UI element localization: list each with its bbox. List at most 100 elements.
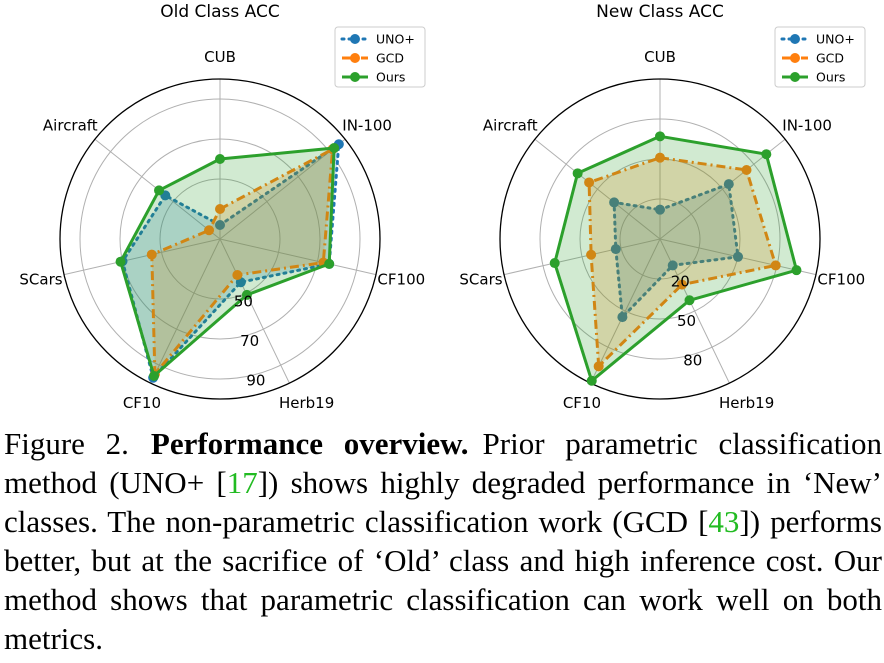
point-uno-aircraft: [609, 197, 620, 208]
axis-label-cf10: CF10: [123, 394, 161, 410]
chart-title: Old Class ACC: [160, 2, 280, 22]
point-ours-scars: [115, 256, 126, 267]
series-line-uno: [612, 182, 740, 319]
axis-label-cf10: CF10: [563, 394, 601, 410]
caption-text-2: ]) shows highly degraded performance in …: [4, 465, 882, 539]
point-ours-cub: [655, 131, 665, 142]
series-fill-gcd: [151, 149, 333, 375]
legend-label: Ours: [816, 70, 845, 85]
citation-link-43[interactable]: 43: [708, 504, 740, 539]
point-uno-scars: [610, 244, 621, 255]
point-ours-herb19: [684, 295, 695, 306]
legend-marker: [790, 72, 800, 82]
axis-label-cf100: CF100: [377, 270, 425, 288]
spoke-aircraft: [534, 138, 661, 240]
axis-label-in-100: IN-100: [342, 117, 392, 135]
axis-label-scars: SCars: [19, 270, 62, 288]
point-ours-cf100: [324, 258, 335, 269]
spoke-cf100: [219, 238, 377, 276]
axis-label-herb19: Herb19: [279, 394, 334, 410]
r-tick-label: 70: [240, 332, 259, 350]
point-gcd-cf10: [593, 361, 604, 372]
point-ours-cf100: [791, 265, 802, 276]
spoke-scars: [503, 238, 661, 276]
r-tick-label: 90: [246, 371, 265, 389]
axis-label-cub: CUB: [644, 48, 676, 66]
point-gcd-scars: [586, 249, 597, 260]
chart-title: New Class ACC: [596, 2, 724, 22]
point-uno-herb19: [667, 260, 678, 271]
radar-charts: 50 70 90 CUB IN-100 CF100 Herb19 CF10 SCars Aircr…: [19, 2, 866, 410]
r-tick-label: 50: [677, 312, 696, 330]
point-uno-in-100: [723, 179, 734, 190]
spoke-cf10: [590, 238, 661, 384]
figure-caption: Figure 2. Performance overview. Prior para…: [4, 424, 882, 658]
legend-marker: [790, 34, 800, 44]
point-ours-cf10: [586, 375, 597, 386]
point-ours-scars: [549, 258, 560, 269]
series-line-gcd: [150, 147, 335, 376]
spoke-in-100: [219, 138, 346, 240]
point-uno-cub: [215, 220, 225, 230]
series-fill-gcd: [589, 157, 776, 367]
point-gcd-scars: [146, 249, 157, 260]
point-uno-cub: [655, 204, 665, 215]
r-tick-label: 80: [683, 352, 702, 370]
axis-label-in-100: IN-100: [782, 117, 832, 135]
axis-label-scars: SCars: [459, 270, 502, 288]
caption-label: Figure 2.: [4, 426, 129, 461]
axis-label-herb19: Herb19: [719, 394, 774, 410]
r-tick-label: 20: [671, 273, 690, 291]
series-line-ours: [553, 134, 798, 383]
legend-marker: [790, 53, 800, 63]
legend-marker: [350, 34, 360, 44]
legend-label: GCD: [376, 51, 404, 66]
point-gcd-herb19: [676, 279, 687, 290]
legend-marker: [350, 72, 360, 82]
legend-label: UNO+: [816, 32, 855, 47]
legend-label: UNO+: [376, 32, 415, 47]
series-fill-ours: [120, 148, 335, 376]
series-fill-ours: [554, 136, 797, 381]
axis-label-aircraft: Aircraft: [483, 117, 538, 135]
point-uno-cf10: [617, 312, 628, 323]
citation-link-17[interactable]: 17: [226, 465, 258, 500]
legend-label: GCD: [816, 51, 844, 66]
point-ours-aircraft: [572, 168, 583, 179]
point-ours-in-100: [761, 149, 772, 160]
legend: UNO+ GCD Ours: [334, 26, 426, 88]
point-ours-in-100: [329, 142, 340, 153]
spoke-scars: [63, 238, 221, 276]
point-gcd-in-100: [741, 165, 752, 176]
point-ours-cf10: [149, 370, 160, 381]
spoke-herb19: [219, 238, 290, 384]
radar-chart-1: 50 70 90 CUB IN-100 CF100 Herb19 CF10 SCars Aircr…: [19, 2, 426, 410]
point-ours-cub: [215, 154, 225, 164]
caption-text-3: ]) performs better, but at the sacrifice…: [4, 504, 882, 656]
outer-frame: [499, 78, 821, 400]
radar-chart-2: 20 50 80 CUB IN-100 CF100 Herb19 CF10 SCars Aircr…: [459, 2, 866, 410]
point-ours-aircraft: [154, 185, 165, 196]
axis-label-cf100: CF100: [817, 270, 865, 288]
point-gcd-aircraft: [584, 177, 595, 188]
legend: UNO+ GCD Ours: [774, 26, 866, 88]
point-ours-herb19: [241, 289, 252, 300]
point-uno-cf100: [732, 251, 743, 262]
series-fill-uno: [614, 184, 738, 318]
legend-marker: [350, 53, 360, 63]
spoke-cf10: [150, 238, 221, 384]
r-tick-label: 50: [234, 292, 253, 310]
point-gcd-herb19: [232, 270, 243, 281]
axis-label-aircraft: Aircraft: [43, 117, 98, 135]
series-line-uno: [121, 142, 341, 380]
caption-text-1: Prior parametric classification method (…: [4, 426, 883, 500]
point-gcd-cub: [215, 204, 225, 214]
point-gcd-cf100: [770, 260, 781, 271]
series-line-ours: [119, 146, 336, 378]
series-line-gcd: [587, 156, 778, 368]
point-gcd-cub: [655, 152, 665, 163]
axis-label-cub: CUB: [204, 48, 236, 66]
point-gcd-aircraft: [204, 225, 215, 236]
caption-bold-title: Performance overview.: [150, 426, 469, 461]
outer-frame: [59, 78, 381, 400]
